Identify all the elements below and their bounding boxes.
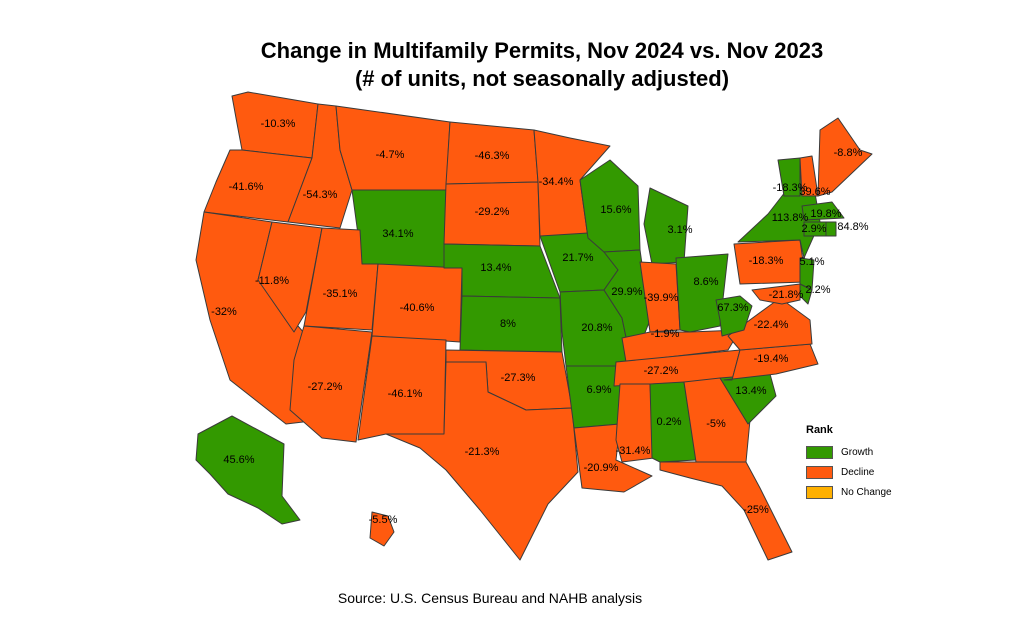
state-md [751,283,801,305]
state-oh [675,253,729,333]
state-label-nj: 5.1% [799,256,824,268]
legend-title: Rank [806,424,833,436]
state-label-mi: 3.1% [667,224,692,236]
state-label-id: -54.3% [303,189,338,201]
legend-item-growth: Growth [806,442,892,462]
state-label-fl: -25% [743,504,769,516]
state-label-ri: 84.8% [837,221,868,233]
legend: Rank Growth Decline No Change [806,424,892,502]
state-label-wa: -10.3% [261,118,296,130]
state-label-sd: -29.2% [475,206,510,218]
state-label-ga: -5% [706,418,726,430]
state-label-co: -40.6% [400,302,435,314]
state-label-vt: -18.3% [773,182,808,194]
legend-item-decline: Decline [806,462,892,482]
state-label-tn: -27.2% [644,365,679,377]
state-label-il: 29.9% [611,286,642,298]
state-nv [257,221,323,333]
state-label-la: -20.9% [584,462,619,474]
map-title: Change in Multifamily Permits, Nov 2024 … [260,38,824,63]
state-label-pa: -18.3% [749,255,784,267]
state-label-sc: 13.4% [735,385,766,397]
state-hi [369,511,395,547]
state-label-nh: 39.6% [799,186,830,198]
state-label-ny: 113.8% [772,212,809,224]
state-ri [825,221,837,237]
state-label-md: -21.8% [769,289,804,301]
legend-swatch-decline [806,465,833,479]
state-vt [777,157,801,197]
state-label-de: 2.2% [805,284,830,296]
state-ms [615,383,655,463]
state-label-nm: -46.1% [388,388,423,400]
state-label-az: -27.2% [308,381,343,393]
state-mi [643,187,689,265]
state-label-ne: 13.4% [480,262,511,274]
state-label-mt: -4.7% [376,149,405,161]
state-ma [801,201,845,221]
state-label-ok: -27.3% [501,372,536,384]
state-al [649,381,697,463]
state-label-ut: -35.1% [323,288,358,300]
state-label-ms: -31.4% [616,445,651,457]
legend-label-no-change: No Change [841,486,892,498]
state-fl [659,461,793,561]
state-label-oh: 8.6% [693,276,718,288]
state-label-hi: -5.5% [369,514,398,526]
legend-swatch-no-change [806,485,833,499]
state-label-ks: 8% [500,318,516,330]
state-label-or: -41.6% [229,181,264,193]
state-label-al: 0.2% [656,416,681,428]
state-label-ct: 2.9% [801,223,826,235]
legend-label-decline: Decline [841,466,875,478]
legend-item-no-change: No Change [806,482,892,502]
state-label-mo: 20.8% [581,322,612,334]
state-label-tx: -21.3% [465,446,500,458]
state-label-in: -39.9% [644,292,679,304]
state-ak [195,415,301,525]
state-label-ar: 6.9% [586,384,611,396]
state-label-ia: 21.7% [562,252,593,264]
state-label-wv: 67.3% [717,302,748,314]
source-note: Source: U.S. Census Bureau and NAHB anal… [337,590,643,606]
state-label-ak: 45.6% [223,454,254,466]
state-tx [385,361,579,561]
state-label-nd: -46.3% [475,150,510,162]
state-label-nv: -11.8% [255,275,289,287]
state-label-va: -22.4% [754,319,789,331]
state-label-mn: -34.4% [539,176,574,188]
state-az [289,325,373,443]
legend-label-growth: Growth [841,446,874,458]
state-wv [715,295,753,337]
state-label-wi: 15.6% [600,204,631,216]
state-label-ky: -1.9% [651,328,680,340]
state-va [727,297,813,351]
state-label-nc: -19.4% [754,353,789,365]
state-label-me: -8.8% [834,147,863,159]
map-subtitle: (# of units, not seasonally adjusted) [354,66,730,91]
state-label-ca: -32% [211,306,237,318]
state-me [817,117,873,197]
state-label-ma: 19.8% [810,208,841,220]
state-label-wy: 34.1% [382,228,413,240]
legend-swatch-growth [806,445,833,459]
